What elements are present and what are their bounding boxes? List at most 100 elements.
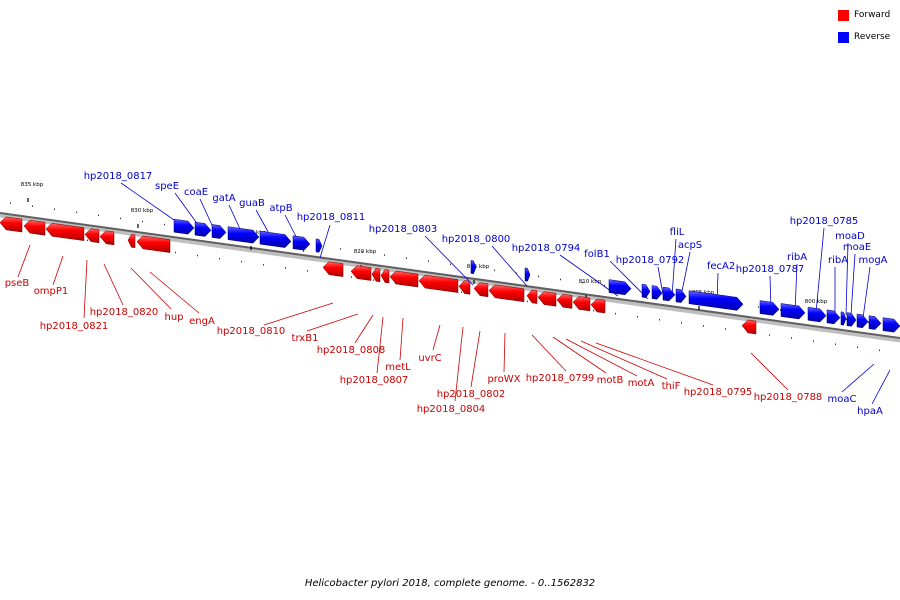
gene-label-leader bbox=[531, 334, 567, 372]
minor-tick-bottom bbox=[527, 300, 528, 303]
minor-tick-top bbox=[428, 260, 429, 262]
gene-label: moaE bbox=[843, 242, 871, 253]
gene-label: hp2018_0792 bbox=[616, 255, 685, 266]
gene-arrow-reverse bbox=[780, 303, 806, 320]
gene-arrow-forward bbox=[23, 219, 46, 236]
gene-arrow-reverse bbox=[173, 218, 195, 235]
gene-arrow-forward bbox=[556, 293, 573, 309]
minor-tick-bottom bbox=[659, 319, 660, 321]
gene-label: hp2018_0820 bbox=[90, 307, 159, 318]
gene-arrow-reverse bbox=[315, 238, 323, 253]
gene-label-leader bbox=[503, 332, 506, 373]
gene-arrow-forward bbox=[473, 282, 489, 298]
gene-arrow-reverse bbox=[524, 267, 531, 282]
minor-tick-bottom bbox=[725, 328, 726, 330]
forward-swatch bbox=[838, 9, 849, 21]
legend-forward-label: Forward bbox=[854, 10, 891, 20]
gene-arrow-reverse bbox=[227, 226, 260, 244]
gene-label: uvrC bbox=[418, 353, 441, 364]
gene-label-leader bbox=[454, 326, 464, 402]
gene-label-leader bbox=[354, 314, 374, 344]
gene-label: motA bbox=[628, 378, 655, 389]
gene-label: hpaA bbox=[857, 406, 883, 417]
gene-label-leader bbox=[83, 259, 88, 319]
reverse-swatch bbox=[838, 31, 849, 43]
gene-label: hp2018_0795 bbox=[684, 387, 753, 398]
minor-tick-top bbox=[54, 208, 55, 210]
gene-label-leader bbox=[432, 324, 441, 351]
scale-tick-label: 820 kbp bbox=[354, 249, 377, 255]
gene-arrow-forward bbox=[350, 265, 372, 281]
gene-label-leader bbox=[871, 369, 891, 405]
gene-arrow-reverse bbox=[868, 315, 882, 330]
gene-label-leader bbox=[671, 238, 677, 298]
minor-tick-top bbox=[32, 205, 33, 207]
minor-tick-top bbox=[538, 275, 539, 278]
minor-tick-bottom bbox=[835, 343, 836, 345]
minor-tick-top bbox=[758, 306, 759, 308]
minor-tick-bottom bbox=[241, 260, 242, 263]
gene-arrow-reverse bbox=[688, 290, 744, 311]
gene-arrow-forward bbox=[45, 222, 85, 241]
minor-tick-top bbox=[494, 269, 495, 272]
gene-arrow-forward bbox=[488, 284, 525, 303]
gene-label-leader bbox=[399, 317, 404, 361]
minor-tick-top bbox=[10, 202, 11, 204]
gene-label: coaE bbox=[184, 187, 208, 198]
minor-tick-top bbox=[582, 281, 583, 284]
gene-label: folB1 bbox=[584, 249, 610, 260]
gene-label: atpB bbox=[269, 203, 292, 214]
gene-arrow-reverse bbox=[211, 224, 227, 239]
gene-label: mogA bbox=[858, 255, 887, 266]
minor-tick-bottom bbox=[791, 337, 792, 339]
gene-label-leader bbox=[491, 245, 528, 287]
gene-label-leader bbox=[263, 302, 334, 326]
gene-label: hp2018_0785 bbox=[790, 216, 859, 227]
gene-arrow-reverse bbox=[641, 283, 651, 298]
gene-label: moaC bbox=[828, 394, 857, 405]
gene-label-lines bbox=[17, 182, 891, 405]
minor-tick-top bbox=[76, 211, 77, 214]
gene-arrow-forward bbox=[526, 289, 538, 304]
gene-arrow-forward bbox=[84, 228, 100, 244]
gene-label: hp2018_0787 bbox=[736, 264, 805, 275]
minor-tick-top bbox=[164, 223, 165, 226]
minor-tick-bottom bbox=[351, 276, 352, 278]
gene-label-leader bbox=[130, 267, 172, 310]
gene-arrow-forward bbox=[0, 216, 23, 233]
gene-label-leader bbox=[552, 336, 607, 374]
gene-arrow-reverse bbox=[662, 286, 676, 302]
minor-tick-bottom bbox=[615, 312, 616, 315]
genome-backbone-shadow bbox=[0, 212, 900, 343]
genome-backbone bbox=[0, 212, 900, 339]
scale-tick-label: 800 kbp bbox=[805, 299, 828, 305]
scale-tick-label: 830 kbp bbox=[131, 208, 154, 214]
minor-tick-bottom bbox=[637, 315, 638, 318]
gene-label-leader bbox=[306, 313, 359, 332]
minor-tick-top bbox=[868, 321, 869, 324]
gene-arrow-forward bbox=[741, 319, 757, 335]
gene-label: ribA bbox=[828, 255, 848, 266]
minor-tick-bottom bbox=[263, 264, 264, 266]
minor-tick-top bbox=[362, 251, 363, 253]
gene-arrow-reverse bbox=[194, 221, 212, 237]
gene-arrow-reverse bbox=[259, 230, 292, 248]
gene-arrow-reverse bbox=[840, 311, 847, 326]
gene-label-leader bbox=[595, 342, 714, 386]
gene-label: acpS bbox=[678, 240, 702, 251]
gene-label: thiF bbox=[662, 381, 681, 392]
gene-label-leader bbox=[565, 338, 638, 377]
gene-label: hp2018_0800 bbox=[442, 234, 511, 245]
minor-tick-top bbox=[384, 254, 385, 256]
gene-label: hp2018_0799 bbox=[526, 373, 595, 384]
gene-arrow-forward bbox=[127, 233, 136, 249]
gene-label-leader bbox=[103, 263, 124, 306]
gene-label: gatA bbox=[212, 193, 235, 204]
minor-tick-bottom bbox=[769, 334, 770, 336]
gene-label: hp2018_0803 bbox=[369, 224, 438, 235]
gene-arrow-forward bbox=[537, 291, 557, 307]
legend-reverse: Reverse bbox=[838, 30, 898, 44]
gene-label: ompP1 bbox=[34, 286, 69, 297]
